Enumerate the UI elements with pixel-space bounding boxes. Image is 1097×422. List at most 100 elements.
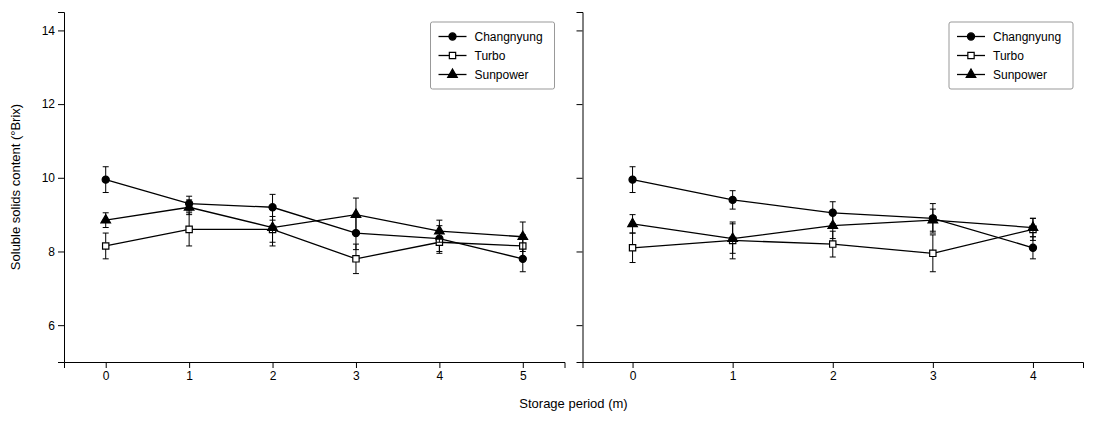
legend-marker (966, 69, 976, 77)
legend-item: Turbo (439, 49, 506, 63)
y-axis-line (58, 13, 65, 363)
y-tick-mark (577, 325, 583, 326)
y-axis (577, 13, 584, 363)
y-tick-mark (58, 178, 64, 179)
legend-marker (448, 69, 458, 77)
marker (629, 176, 636, 183)
y-tick: 8 (48, 245, 64, 259)
x-tick-label: 3 (353, 369, 360, 383)
legend-label: Changnyung (475, 30, 543, 44)
legend-box (949, 22, 1073, 89)
x-tick-label: 3 (930, 369, 937, 383)
y-tick-label: 12 (42, 97, 56, 111)
y-tick-label: 10 (42, 171, 56, 185)
x-tick: 2 (830, 362, 837, 383)
x-tick-mark (439, 362, 440, 368)
series (629, 218, 1036, 271)
x-tick-mark (273, 362, 274, 368)
x-tick-label: 1 (186, 369, 193, 383)
x-tick: 2 (270, 362, 277, 383)
y-tick-mark (577, 30, 583, 31)
y-tick (577, 325, 583, 326)
x-tick-mark (633, 362, 634, 368)
y-tick-mark (58, 325, 64, 326)
legend-label: Turbo (475, 49, 506, 63)
error-bar (630, 167, 636, 193)
marker (1029, 244, 1036, 251)
marker (186, 226, 192, 232)
plot-area (628, 167, 1038, 272)
x-tick-mark (523, 362, 524, 368)
legend: ChangnyungTurboSunpower (949, 22, 1073, 89)
series (103, 213, 526, 274)
y-axis-line (577, 13, 584, 363)
error-bar (186, 213, 192, 246)
x-tick-label: 2 (270, 369, 277, 383)
x-tick-label: 5 (520, 369, 527, 383)
marker (101, 215, 111, 223)
series (629, 167, 1037, 259)
legend-item: Changnyung (957, 30, 1061, 44)
error-bar (103, 167, 109, 193)
series-line (106, 229, 523, 258)
y-axis-title: Soluble solids content (°Brix) (8, 104, 23, 270)
x-tick: 3 (930, 362, 937, 383)
series (101, 198, 528, 251)
error-bar (930, 235, 936, 272)
x-tick: 1 (186, 362, 193, 383)
chart: 01234568101214Soluble solids content (°B… (0, 0, 1097, 422)
legend-marker (449, 52, 455, 58)
y-tick-label: 6 (48, 318, 55, 332)
marker (828, 220, 838, 228)
marker (628, 218, 638, 226)
x-tick-mark (1033, 362, 1034, 368)
legend-label: Sunpower (475, 68, 529, 82)
y-tick (577, 251, 583, 252)
marker (729, 196, 736, 203)
x-tick-mark (733, 362, 734, 368)
x-axis: 0 1 2 3 4 (583, 362, 1084, 383)
x-tick-mark (933, 362, 934, 368)
y-tick-label: 14 (42, 24, 56, 38)
y-tick-mark (577, 104, 583, 105)
x-tick-mark (356, 362, 357, 368)
marker (928, 215, 938, 223)
marker (435, 226, 445, 234)
x-tick-mark (189, 362, 190, 368)
x-tick: 0 (630, 362, 637, 383)
series (102, 167, 526, 272)
error-bar (353, 244, 359, 273)
y-tick-mark (58, 251, 64, 252)
marker (930, 250, 936, 256)
y-tick: 6 (48, 318, 64, 332)
x-tick: 4 (1030, 362, 1037, 383)
error-bar (103, 233, 109, 259)
x-tick: 3 (353, 362, 360, 383)
legend-item: Sunpower (439, 68, 529, 82)
series-line (633, 180, 1033, 248)
x-tick: 4 (437, 362, 444, 383)
x-axis-title: Storage period (m) (519, 396, 627, 411)
x-tick-label: 1 (730, 369, 737, 383)
marker (103, 243, 109, 249)
x-tick-label: 4 (437, 369, 444, 383)
legend-item: Changnyung (439, 30, 543, 44)
legend-label: Changnyung (993, 30, 1061, 44)
y-tick-mark (58, 30, 64, 31)
marker (830, 241, 836, 247)
legend-label: Turbo (993, 49, 1024, 63)
x-tick-label: 0 (103, 369, 110, 383)
y-tick: 10 (42, 171, 64, 185)
error-bar (730, 191, 736, 209)
legend-item: Turbo (957, 49, 1024, 63)
x-tick-label: 0 (630, 369, 637, 383)
y-tick: 12 (42, 97, 64, 111)
legend-marker (967, 33, 974, 40)
x-tick: 1 (730, 362, 737, 383)
y-axis: 6 8 10 12 14 (42, 13, 65, 363)
marker (1028, 222, 1038, 230)
x-axis: 0 1 2 3 4 5 (65, 362, 566, 383)
x-tick-label: 4 (1030, 369, 1037, 383)
marker (629, 245, 635, 251)
marker (268, 222, 278, 230)
